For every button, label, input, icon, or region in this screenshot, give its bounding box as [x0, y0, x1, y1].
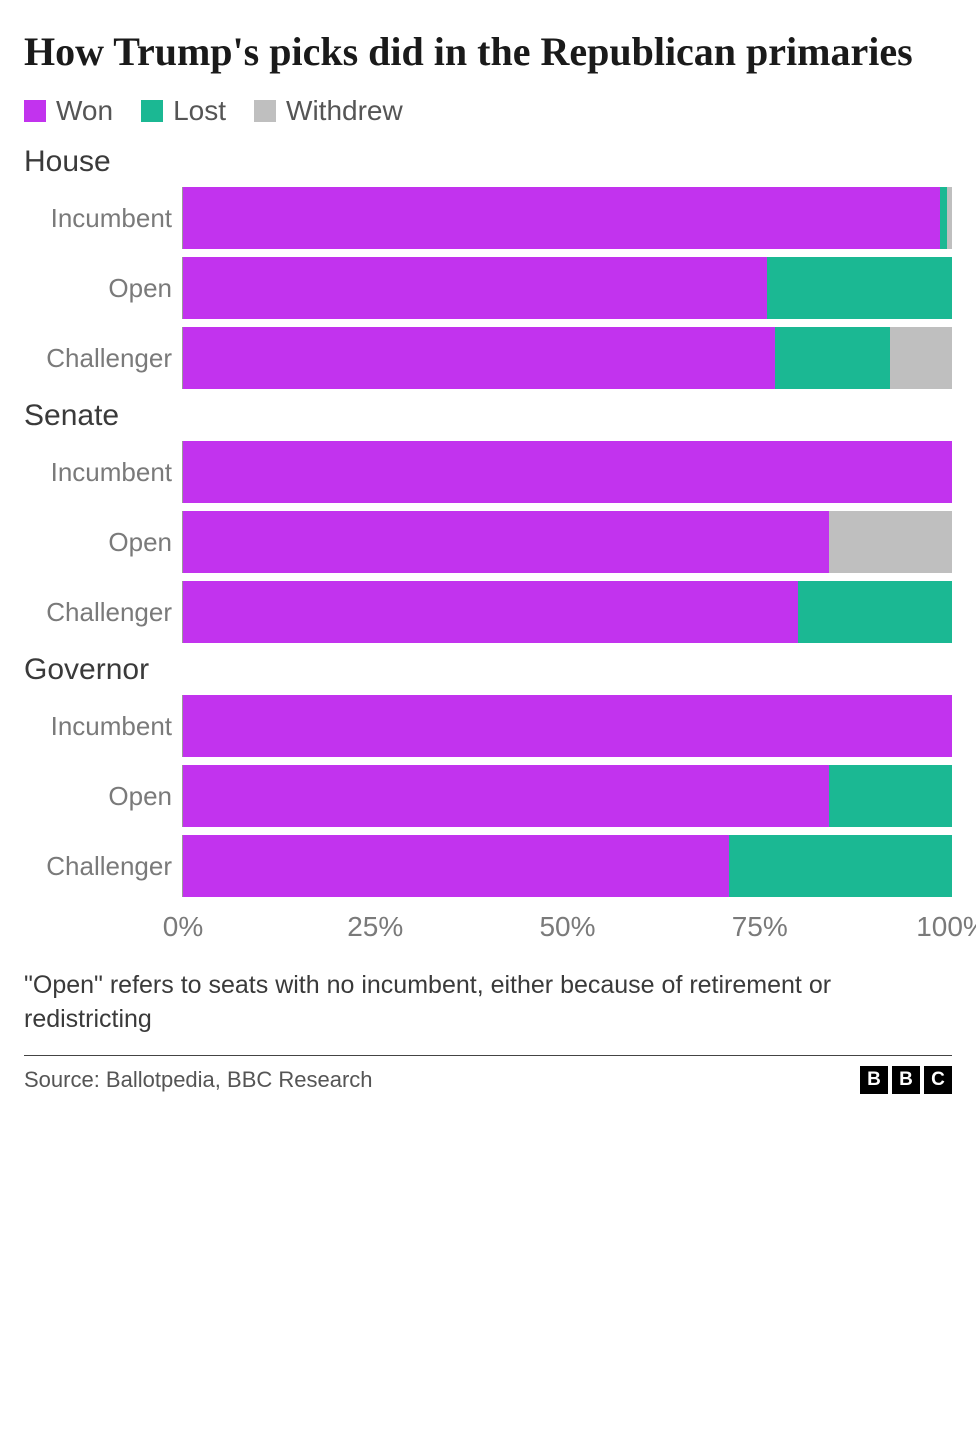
x-axis: 0%25%50%75%100%: [24, 905, 952, 947]
source-text: Source: Ballotpedia, BBC Research: [24, 1067, 373, 1093]
bar-row: Challenger: [24, 835, 952, 897]
bar-row: Challenger: [24, 581, 952, 643]
bar-segment-won: [183, 257, 767, 319]
legend-item-lost: Lost: [141, 95, 226, 127]
legend-item-withdrew: Withdrew: [254, 95, 403, 127]
bbc-logo-block: B: [860, 1066, 888, 1094]
bar-row: Incumbent: [24, 187, 952, 249]
bar-segment-withdrew: [829, 511, 952, 573]
chart-container: How Trump's picks did in the Republican …: [0, 0, 976, 1112]
bar-row: Open: [24, 765, 952, 827]
x-tick: 100%: [916, 911, 976, 943]
bar-segment-won: [183, 327, 775, 389]
bbc-logo-block: B: [892, 1066, 920, 1094]
bar-segment-won: [183, 187, 940, 249]
bar-row: Challenger: [24, 327, 952, 389]
legend-label: Withdrew: [286, 95, 403, 127]
row-label: Challenger: [24, 851, 182, 882]
bar-segment-lost: [798, 581, 952, 643]
bar-segment-won: [183, 835, 729, 897]
bbc-logo: BBC: [860, 1066, 952, 1094]
row-label: Challenger: [24, 597, 182, 628]
bar-segment-won: [183, 441, 952, 503]
bbc-logo-block: C: [924, 1066, 952, 1094]
legend-swatch: [254, 100, 276, 122]
bar-segment-withdrew: [947, 187, 952, 249]
bar-track: [183, 441, 952, 503]
bar-segment-won: [183, 581, 798, 643]
legend: Won Lost Withdrew: [24, 95, 952, 127]
legend-item-won: Won: [24, 95, 113, 127]
footnote: "Open" refers to seats with no incumbent…: [24, 969, 952, 1037]
bar-segment-won: [183, 765, 829, 827]
bar-row: Incumbent: [24, 441, 952, 503]
plot-region: House Incumbent Open Challenger Senate Incumb…: [24, 145, 952, 947]
row-label: Open: [24, 527, 182, 558]
legend-swatch: [24, 100, 46, 122]
group-title-governor: Governor: [24, 653, 952, 687]
bar-segment-lost: [729, 835, 952, 897]
x-tick: 0%: [163, 911, 203, 943]
x-tick: 25%: [347, 911, 403, 943]
bar-track: [183, 257, 952, 319]
bar-segment-won: [183, 695, 952, 757]
bar-segment-lost: [767, 257, 952, 319]
bar-track: [183, 511, 952, 573]
group-title-senate: Senate: [24, 399, 952, 433]
row-label: Incumbent: [24, 203, 182, 234]
bar-track: [183, 327, 952, 389]
x-tick: 50%: [539, 911, 595, 943]
group-title-house: House: [24, 145, 952, 179]
row-label: Incumbent: [24, 711, 182, 742]
chart-title: How Trump's picks did in the Republican …: [24, 28, 952, 75]
x-tick: 75%: [732, 911, 788, 943]
bar-row: Incumbent: [24, 695, 952, 757]
legend-label: Lost: [173, 95, 226, 127]
bar-track: [183, 581, 952, 643]
legend-swatch: [141, 100, 163, 122]
row-label: Incumbent: [24, 457, 182, 488]
row-label: Challenger: [24, 343, 182, 374]
bar-row: Open: [24, 511, 952, 573]
footer: Source: Ballotpedia, BBC Research BBC: [24, 1055, 952, 1094]
bar-track: [183, 835, 952, 897]
bar-track: [183, 187, 952, 249]
bar-segment-lost: [775, 327, 890, 389]
bar-track: [183, 695, 952, 757]
bar-segment-withdrew: [890, 327, 952, 389]
bar-track: [183, 765, 952, 827]
legend-label: Won: [56, 95, 113, 127]
bar-segment-won: [183, 511, 829, 573]
bar-segment-lost: [829, 765, 952, 827]
row-label: Open: [24, 273, 182, 304]
bar-row: Open: [24, 257, 952, 319]
row-label: Open: [24, 781, 182, 812]
